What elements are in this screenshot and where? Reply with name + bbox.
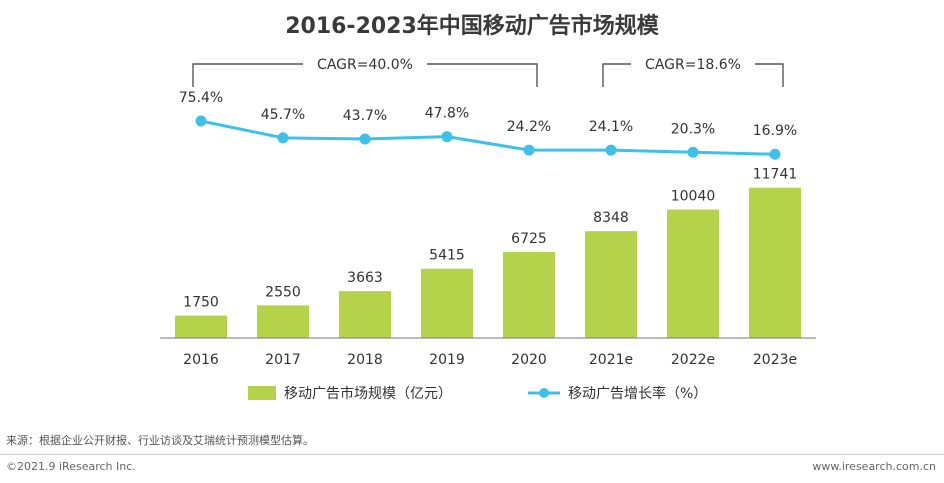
growth-value-label-2021e: 24.1% xyxy=(589,119,633,135)
cagr-bracket-1 xyxy=(192,63,538,87)
footer-divider xyxy=(0,454,944,455)
x-tick-label-2023e: 2023e xyxy=(753,352,797,368)
growth-point-2017 xyxy=(277,132,289,144)
bar-value-label-2021e: 8348 xyxy=(593,210,629,226)
x-tick-label-2022e: 2022e xyxy=(671,352,715,368)
bar-2022e xyxy=(667,209,719,338)
x-tick-label-2018: 2018 xyxy=(347,352,383,368)
bar-value-label-2016: 1750 xyxy=(183,295,219,311)
x-tick-label-2017: 2017 xyxy=(265,352,301,368)
source-note: 来源：根据企业公开财报、行业访谈及艾瑞统计预测模型估算。 xyxy=(6,434,314,447)
x-tick-label-2019: 2019 xyxy=(429,352,465,368)
growth-value-label-2020: 24.2% xyxy=(507,119,551,135)
chart-canvas: 1750 2550 3663 5415 6725 8348 10040 11741 2016 20… xyxy=(160,57,816,402)
growth-value-label-2023e: 16.9% xyxy=(753,123,797,139)
growth-point-2020 xyxy=(523,144,535,156)
bar-value-label-2022e: 10040 xyxy=(671,188,716,204)
cagr-bracket-2 xyxy=(602,63,784,87)
bar-value-label-2020: 6725 xyxy=(511,231,547,247)
cagr-label-1: CAGR=40.0% xyxy=(317,57,413,73)
growth-point-2019 xyxy=(441,131,453,143)
growth-value-label-2019: 47.8% xyxy=(425,106,469,122)
bar-value-label-2023e: 11741 xyxy=(753,167,798,183)
legend-swatch-point xyxy=(539,388,549,398)
growth-point-2018 xyxy=(359,133,371,145)
legend-label-line: 移动广告增长率（%） xyxy=(568,385,707,402)
growth-value-label-2018: 43.7% xyxy=(343,108,387,124)
growth-value-label-2017: 45.7% xyxy=(261,107,305,123)
bar-2019 xyxy=(421,268,473,338)
bar-2017 xyxy=(257,305,309,338)
chart-title: 2016-2023年中国移动广告市场规模 xyxy=(285,14,659,39)
legend-label-bar: 移动广告市场规模（亿元） xyxy=(284,385,452,402)
bar-2018 xyxy=(339,291,391,338)
growth-point-2021e xyxy=(605,144,617,156)
bar-2016 xyxy=(175,315,227,338)
copyright: ©2021.9 iResearch Inc. xyxy=(6,460,136,473)
growth-point-2016 xyxy=(195,115,207,127)
growth-value-label-2016: 75.4% xyxy=(179,90,223,106)
bar-2021e xyxy=(585,231,637,338)
bar-value-label-2018: 3663 xyxy=(347,270,383,286)
bar-value-label-2017: 2550 xyxy=(265,284,301,300)
growth-point-2022e xyxy=(687,146,699,158)
bar-2023e xyxy=(749,187,801,338)
x-tick-label-2016: 2016 xyxy=(183,352,219,368)
growth-point-2023e xyxy=(769,148,781,160)
growth-value-label-2022e: 20.3% xyxy=(671,121,715,137)
growth-rate-line xyxy=(200,119,776,156)
cagr-label-2: CAGR=18.6% xyxy=(645,57,741,73)
website-link: www.iresearch.com.cn xyxy=(812,460,936,473)
x-tick-label-2020: 2020 xyxy=(511,352,547,368)
legend-swatch-bar xyxy=(248,386,276,400)
bar-2020 xyxy=(503,251,555,338)
bar-value-label-2019: 5415 xyxy=(429,248,465,264)
x-tick-label-2021e: 2021e xyxy=(589,352,633,368)
